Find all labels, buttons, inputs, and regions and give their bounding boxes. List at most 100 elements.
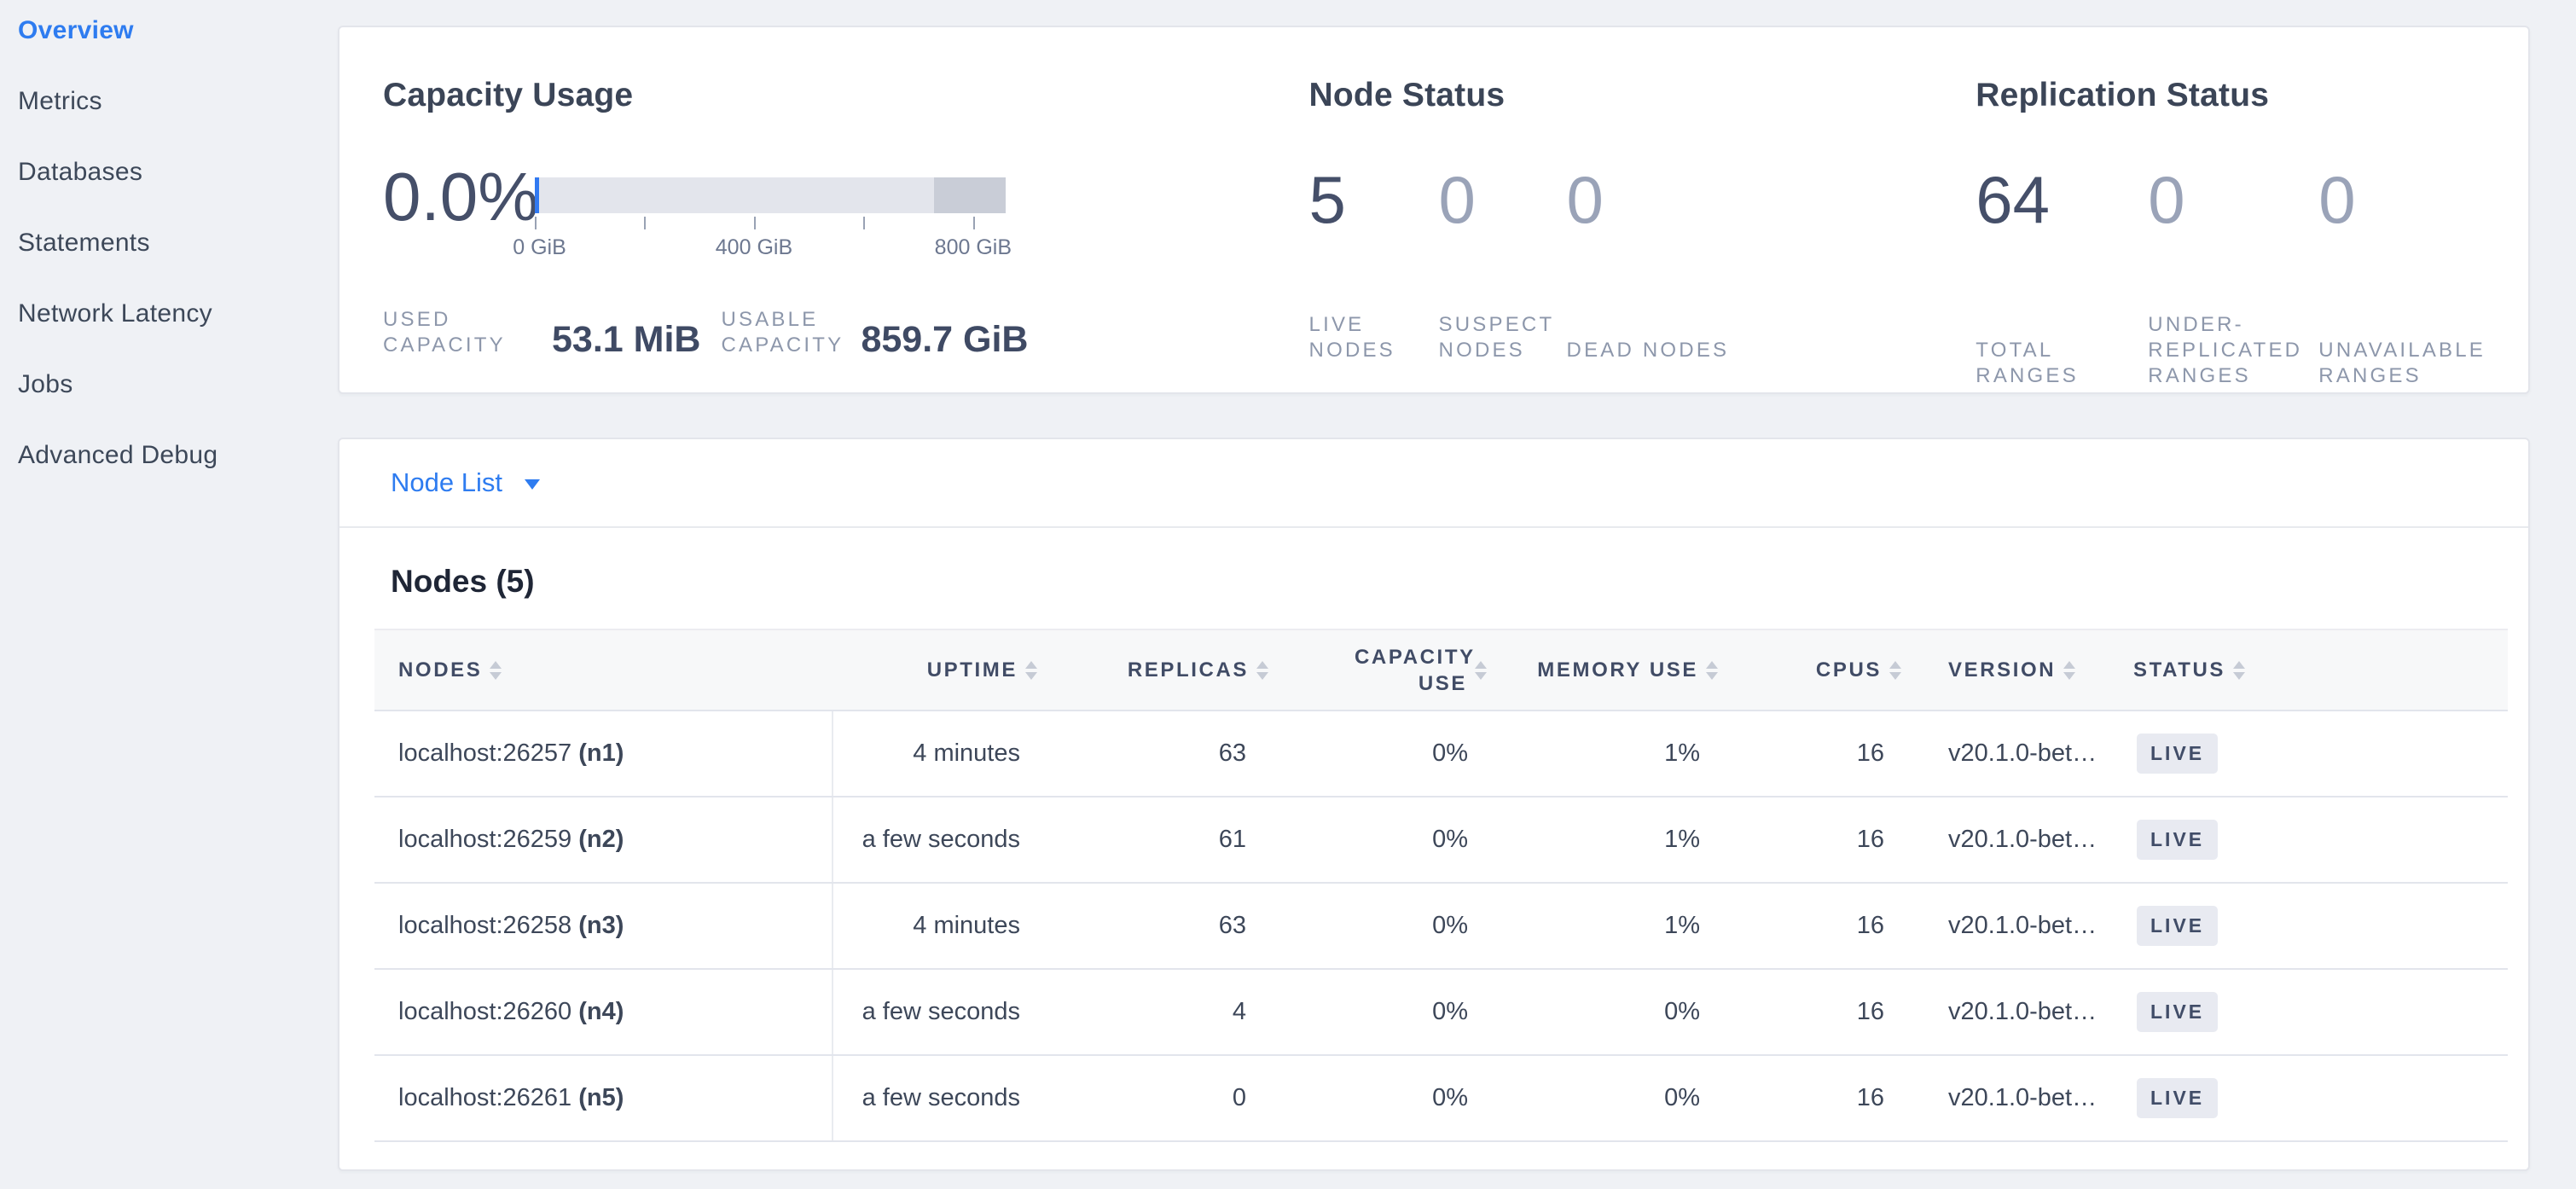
nodes-table-title: Nodes (5) — [391, 564, 535, 599]
replicas-cell: 0 — [1037, 1055, 1268, 1142]
suspect-nodes-count: 0 — [1438, 162, 1476, 237]
sidebar-item-overview[interactable]: Overview — [18, 16, 134, 44]
version-cell: v20.1.0-bet… — [1901, 797, 2106, 884]
capacity-axis-ticks — [535, 217, 1006, 230]
status-badge: LIVE — [2137, 992, 2219, 1032]
column-header-version[interactable]: VERSION — [1901, 629, 2106, 711]
node-id: (n4) — [578, 998, 624, 1025]
capacity-use-cell: 0% — [1268, 883, 1487, 970]
node-status-section: Node Status 5 0 0 LIVE NODES SUSPECT NOD… — [1309, 75, 1976, 392]
capacity-bar-chart: 0 GiB 400 GiB 800 GiB — [513, 177, 1012, 261]
cluster-summary-card: Capacity Usage 0.0% — [338, 26, 2530, 394]
sidebar-item-jobs[interactable]: Jobs — [18, 370, 73, 398]
sort-icon — [2233, 660, 2246, 680]
axis-tick — [753, 217, 756, 229]
table-row: localhost:26258 (n3) 4 minutes 63 0% 1% … — [374, 883, 2508, 970]
uptime-cell: a few seconds — [833, 797, 1037, 884]
column-header-replicas[interactable]: REPLICAS — [1037, 629, 1268, 711]
under-replicated-ranges-label: UNDER-REPLICATED RANGES — [2148, 313, 2303, 387]
version-cell: v20.1.0-bet… — [1901, 1055, 2106, 1142]
usable-capacity-value: 859.7 GiB — [861, 319, 1029, 360]
memory-use-cell: 1% — [1487, 710, 1718, 798]
table-row: localhost:26259 (n2) a few seconds 61 0%… — [374, 797, 2508, 884]
sidebar-item-statements[interactable]: Statements — [18, 229, 150, 257]
capacity-usage-section: Capacity Usage 0.0% — [383, 75, 1309, 392]
replicas-cell: 63 — [1037, 710, 1268, 798]
sort-icon — [490, 660, 502, 680]
capacity-percent: 0.0% — [383, 159, 539, 235]
status-badge: LIVE — [2137, 734, 2219, 774]
memory-use-cell: 1% — [1487, 797, 1718, 884]
sort-icon — [2063, 660, 2076, 680]
node-address-link[interactable]: localhost:26259 (n2) — [398, 826, 624, 853]
total-ranges-count: 64 — [1976, 162, 2051, 237]
suspect-nodes-label: SUSPECT NODES — [1438, 313, 1554, 362]
node-list-dropdown[interactable]: Node List — [391, 467, 540, 498]
sort-icon — [1889, 660, 1901, 680]
sort-icon — [1256, 660, 1268, 680]
sort-icon — [1025, 660, 1037, 680]
dead-nodes-label: DEAD NODES — [1566, 339, 1730, 362]
column-header-capacity-use[interactable]: CAPACITY USE — [1268, 629, 1487, 711]
column-header-status[interactable]: STATUS — [2106, 629, 2508, 711]
view-selector-bar: Node List — [339, 439, 2528, 528]
unavailable-ranges-count: 0 — [2318, 162, 2356, 237]
unavailable-ranges-label: UNAVAILABLE RANGES — [2318, 339, 2486, 387]
usable-capacity-label: USABLE CAPACITY — [721, 308, 844, 357]
under-replicated-ranges-count: 0 — [2148, 162, 2185, 237]
sort-icon — [1475, 660, 1487, 680]
sidebar-item-network-latency[interactable]: Network Latency — [18, 299, 212, 328]
uptime-cell: a few seconds — [833, 1055, 1037, 1142]
nodes-table-section: Nodes (5) NODES UPTIME RE — [339, 564, 2528, 1142]
used-capacity-value: 53.1 MiB — [552, 319, 701, 360]
axis-tick — [972, 217, 975, 229]
table-row: localhost:26257 (n1) 4 minutes 63 0% 1% … — [374, 710, 2508, 798]
axis-label: 800 GiB — [934, 235, 1012, 259]
node-address-link[interactable]: localhost:26257 (n1) — [398, 740, 624, 767]
column-header-uptime[interactable]: UPTIME — [833, 629, 1037, 711]
cpus-cell: 16 — [1718, 883, 1901, 970]
replicas-cell: 61 — [1037, 797, 1268, 884]
status-badge: LIVE — [2137, 1078, 2219, 1118]
status-badge: LIVE — [2137, 820, 2219, 860]
capacity-use-cell: 0% — [1268, 710, 1487, 798]
axis-tick — [863, 217, 866, 229]
capacity-bar-used-segment — [535, 177, 539, 213]
replicas-cell: 63 — [1037, 883, 1268, 970]
sidebar-item-databases[interactable]: Databases — [18, 158, 143, 186]
sidebar-item-metrics[interactable]: Metrics — [18, 87, 102, 115]
live-nodes-count: 5 — [1308, 162, 1346, 237]
uptime-cell: 4 minutes — [833, 710, 1037, 798]
used-capacity-label: USED CAPACITY — [383, 308, 506, 357]
node-address-link[interactable]: localhost:26258 (n3) — [398, 912, 624, 939]
capacity-use-cell: 0% — [1268, 969, 1487, 1056]
node-id: (n5) — [578, 1084, 624, 1111]
node-address-link[interactable]: localhost:26260 (n4) — [398, 998, 624, 1025]
sidebar: Overview Metrics Databases Statements Ne… — [0, 0, 338, 1189]
capacity-use-cell: 0% — [1268, 1055, 1487, 1142]
node-id: (n3) — [578, 912, 624, 939]
main-content: Capacity Usage 0.0% — [338, 0, 2550, 1189]
dead-nodes-count: 0 — [1566, 162, 1604, 237]
cpus-cell: 16 — [1718, 1055, 1901, 1142]
memory-use-cell: 0% — [1487, 1055, 1718, 1142]
node-status-title: Node Status — [1308, 77, 1506, 113]
column-header-cpus[interactable]: CPUS — [1718, 629, 1901, 711]
memory-use-cell: 0% — [1487, 969, 1718, 1056]
cpus-cell: 16 — [1718, 969, 1901, 1056]
cpus-cell: 16 — [1718, 797, 1901, 884]
version-cell: v20.1.0-bet… — [1901, 883, 2106, 970]
column-header-memory-use[interactable]: MEMORY USE — [1487, 629, 1718, 711]
replication-status-section: Replication Status 64 0 0 TOTAL RANGES U… — [1976, 75, 2503, 392]
total-ranges-label: TOTAL RANGES — [1976, 339, 2079, 387]
live-nodes-label: LIVE NODES — [1308, 313, 1395, 362]
sidebar-item-advanced-debug[interactable]: Advanced Debug — [18, 441, 218, 469]
axis-tick — [535, 217, 537, 229]
capacity-usage-title: Capacity Usage — [383, 77, 634, 113]
node-address-link[interactable]: localhost:26261 (n5) — [398, 1084, 624, 1111]
axis-label: 400 GiB — [715, 235, 793, 259]
column-header-nodes[interactable]: NODES — [374, 629, 833, 711]
capacity-bar — [535, 177, 1006, 213]
capacity-axis-labels: 0 GiB 400 GiB 800 GiB — [513, 235, 1012, 261]
table-row: localhost:26260 (n4) a few seconds 4 0% … — [374, 969, 2508, 1056]
